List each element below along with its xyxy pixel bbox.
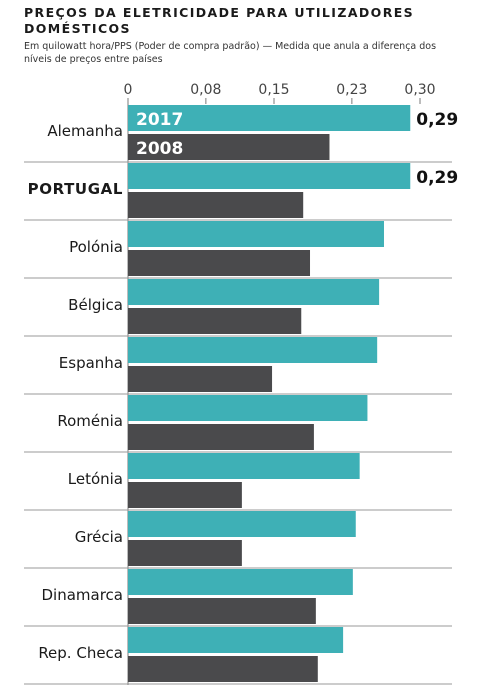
bar-2008 xyxy=(128,424,314,450)
chart-title: PREÇOS DA ELETRICIDADE PARA UTILIZADORES… xyxy=(24,5,415,36)
x-tick-label: 0,23 xyxy=(336,82,367,98)
category-label: Grécia xyxy=(75,528,123,546)
legend-label-2017: 2017 xyxy=(136,110,183,130)
bar-2017 xyxy=(128,279,380,305)
bar-2008 xyxy=(128,540,242,566)
bar-2017 xyxy=(128,337,378,363)
category-label: Roménia xyxy=(57,412,123,430)
bar-2017 xyxy=(128,163,411,189)
data-label: 0,29 xyxy=(416,110,458,130)
category-label: Bélgica xyxy=(68,296,123,314)
bar-2008 xyxy=(128,656,318,682)
x-tick-label: 0,15 xyxy=(258,82,289,98)
bar-2017 xyxy=(128,105,411,131)
bar-2008 xyxy=(128,366,273,392)
bar-2017 xyxy=(128,453,360,479)
chart-subtitle: Em quilowatt hora/PPS (Poder de compra p… xyxy=(24,41,437,65)
x-tick-label: 0,30 xyxy=(404,82,435,98)
category-label: Alemanha xyxy=(47,122,123,140)
chart-rows: Alemanha 2017 2008 0,29 PORTUGAL 0,29 Polónia B… xyxy=(24,105,458,685)
bar-2008 xyxy=(128,250,311,276)
category-label: Letónia xyxy=(68,470,123,488)
x-tick-label: 0,08 xyxy=(190,82,221,98)
legend-label-2008: 2008 xyxy=(136,139,183,159)
category-label: Polónia xyxy=(69,238,123,256)
bar-2008 xyxy=(128,308,302,334)
bar-2008 xyxy=(128,192,304,218)
x-tick-label: 0 xyxy=(124,82,133,98)
category-label: Espanha xyxy=(59,354,123,372)
bar-2008 xyxy=(128,482,242,508)
bar-2017 xyxy=(128,221,384,247)
category-label: Dinamarca xyxy=(42,586,124,604)
bar-2008 xyxy=(128,598,316,624)
data-label: 0,29 xyxy=(416,168,458,188)
bar-2017 xyxy=(128,627,344,653)
bar-2017 xyxy=(128,569,353,595)
bar-2017 xyxy=(128,511,356,537)
category-label: Rep. Checa xyxy=(38,644,123,662)
bar-2008 xyxy=(128,134,330,160)
category-label: PORTUGAL xyxy=(28,180,123,198)
bar-2017 xyxy=(128,395,368,421)
